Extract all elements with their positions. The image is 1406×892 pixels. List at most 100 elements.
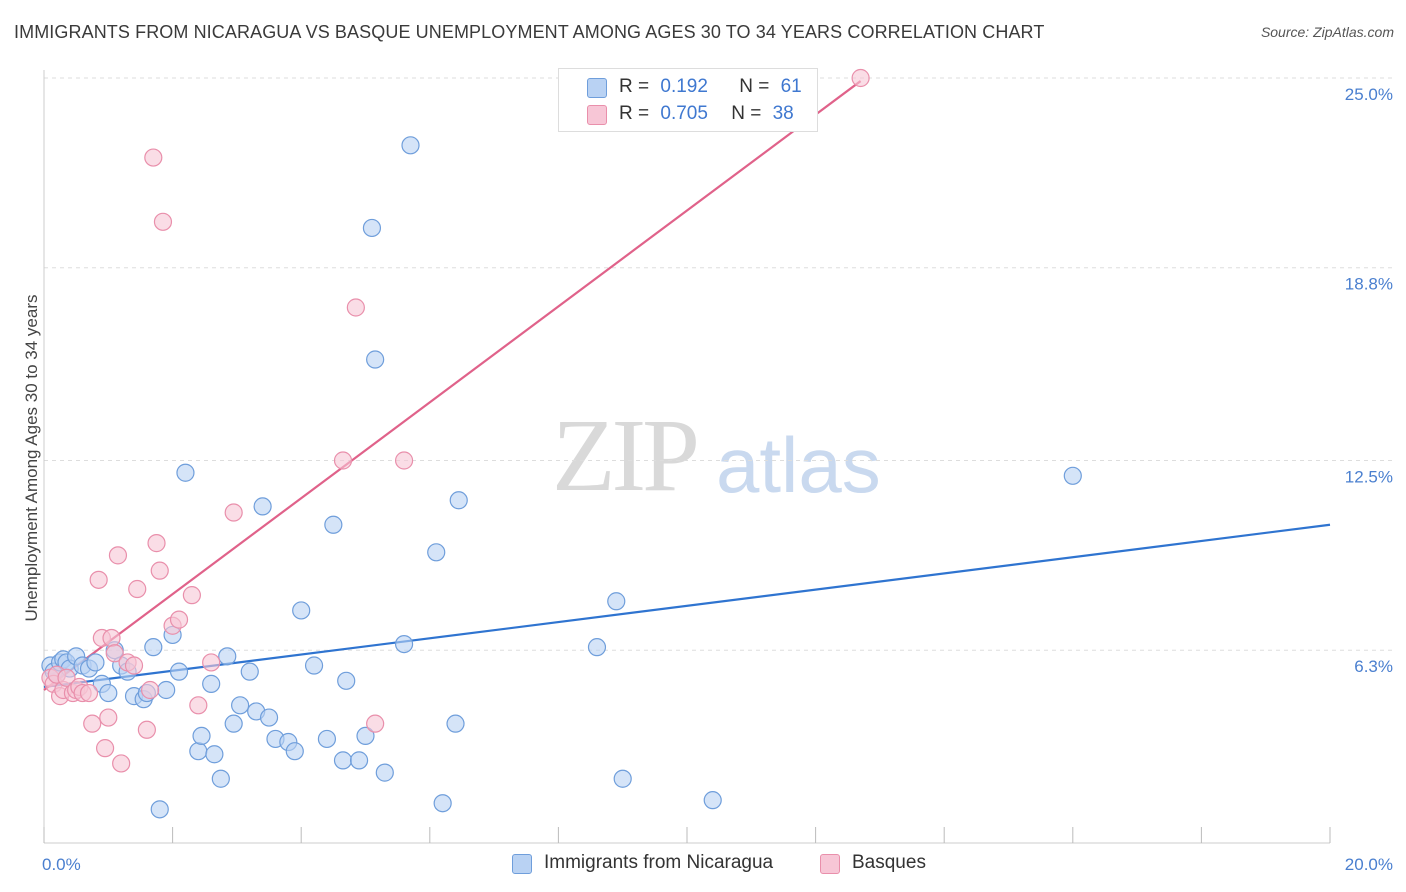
point-nicaragua: [375, 763, 394, 782]
watermark-zip: ZIP: [552, 398, 700, 513]
point-basques: [128, 579, 147, 599]
point-basques: [137, 720, 156, 739]
point-basques: [79, 683, 99, 703]
x-tick-label: 20.0%: [1345, 855, 1393, 874]
x-tick-label: 0.0%: [42, 855, 81, 874]
point-nicaragua: [150, 800, 169, 819]
point-nicaragua: [317, 729, 337, 749]
y-axis-title: Unemployment Among Ages 30 to 34 years: [22, 295, 41, 622]
point-nicaragua: [211, 769, 230, 788]
point-nicaragua: [1063, 466, 1082, 485]
legend-label: Basques: [852, 852, 926, 873]
point-nicaragua: [401, 136, 420, 155]
point-nicaragua: [337, 671, 356, 690]
point-basques: [147, 534, 166, 553]
chart-title: IMMIGRANTS FROM NICARAGUA VS BASQUE UNEM…: [14, 22, 1045, 42]
r-label: R =: [619, 103, 650, 124]
point-nicaragua: [144, 638, 163, 657]
point-nicaragua: [259, 708, 279, 727]
legend-label: Immigrants from Nicaragua: [544, 852, 774, 873]
y-tick-label: 6.3%: [1354, 657, 1393, 676]
trend-line-nicaragua: [43, 523, 1331, 689]
point-nicaragua: [427, 543, 446, 562]
point-nicaragua: [224, 714, 243, 733]
n-label: N =: [731, 103, 762, 124]
y-tick-label: 25.0%: [1345, 85, 1393, 104]
point-basques: [182, 586, 201, 605]
point-nicaragua: [607, 592, 626, 611]
point-nicaragua: [446, 714, 465, 733]
point-nicaragua: [240, 662, 259, 681]
point-nicaragua: [394, 634, 414, 654]
point-nicaragua: [362, 218, 382, 238]
point-nicaragua: [157, 680, 176, 700]
y-tick-label: 18.8%: [1345, 275, 1393, 294]
point-nicaragua: [99, 683, 118, 703]
point-nicaragua: [324, 515, 343, 534]
source-label: Source: ZipAtlas.com: [1260, 24, 1394, 40]
point-nicaragua: [292, 601, 311, 620]
point-nicaragua: [366, 350, 385, 369]
point-nicaragua: [356, 726, 375, 746]
point-nicaragua: [218, 647, 237, 666]
point-basques: [108, 546, 128, 565]
blue-swatch: [512, 854, 532, 874]
point-basques: [202, 653, 221, 672]
r-label: R =: [619, 76, 650, 97]
point-nicaragua: [613, 769, 632, 788]
point-nicaragua: [169, 662, 189, 681]
point-nicaragua: [176, 463, 195, 482]
point-nicaragua: [189, 742, 208, 761]
point-basques: [89, 570, 108, 589]
point-basques: [333, 451, 353, 470]
point-nicaragua: [433, 794, 452, 813]
point-nicaragua: [231, 696, 250, 715]
point-basques: [102, 628, 121, 648]
n-label: N =: [739, 76, 770, 97]
point-basques: [99, 708, 118, 727]
axes: [43, 70, 1331, 844]
point-basques: [346, 298, 365, 317]
point-nicaragua: [192, 726, 211, 746]
point-basques: [851, 68, 870, 88]
watermark-atlas: atlas: [716, 421, 881, 509]
point-basques: [95, 739, 115, 758]
point-nicaragua: [333, 751, 353, 770]
point-nicaragua: [202, 674, 221, 693]
point-basques: [153, 212, 173, 231]
point-nicaragua: [86, 653, 105, 672]
tick-labels: 6.3% 12.5% 18.8% 25.0% 0.0% 20.0%: [42, 85, 1393, 874]
point-basques: [83, 714, 102, 733]
point-nicaragua: [449, 491, 468, 510]
pink-swatch: [587, 105, 607, 125]
n-value: 38: [772, 103, 794, 124]
point-basques: [57, 668, 76, 687]
point-basques: [105, 644, 124, 663]
point-basques: [112, 754, 131, 773]
point-nicaragua: [304, 656, 324, 675]
r-value: 0.192: [660, 76, 708, 97]
gridlines: [44, 77, 1394, 651]
blue-swatch: [587, 78, 607, 98]
point-basques: [366, 714, 385, 733]
point-nicaragua: [703, 791, 722, 810]
point-basques: [150, 561, 169, 580]
point-nicaragua: [205, 745, 224, 764]
point-basques: [169, 610, 189, 629]
point-basques: [394, 451, 414, 470]
point-nicaragua: [587, 638, 607, 657]
trend-line-basques: [43, 80, 862, 691]
point-basques: [124, 656, 144, 675]
point-basques: [189, 696, 208, 715]
n-value: 61: [780, 76, 802, 97]
point-basques: [140, 680, 160, 700]
data-points: [41, 68, 1082, 819]
pink-swatch: [820, 854, 840, 874]
point-basques: [224, 503, 243, 522]
trend-lines: [43, 80, 1331, 691]
r-value: 0.705: [660, 103, 708, 124]
point-nicaragua: [285, 742, 304, 761]
stats-legend: R = 0.192 N = 61 R = 0.705 N = 38: [558, 68, 818, 132]
y-tick-label: 12.5%: [1345, 468, 1393, 487]
